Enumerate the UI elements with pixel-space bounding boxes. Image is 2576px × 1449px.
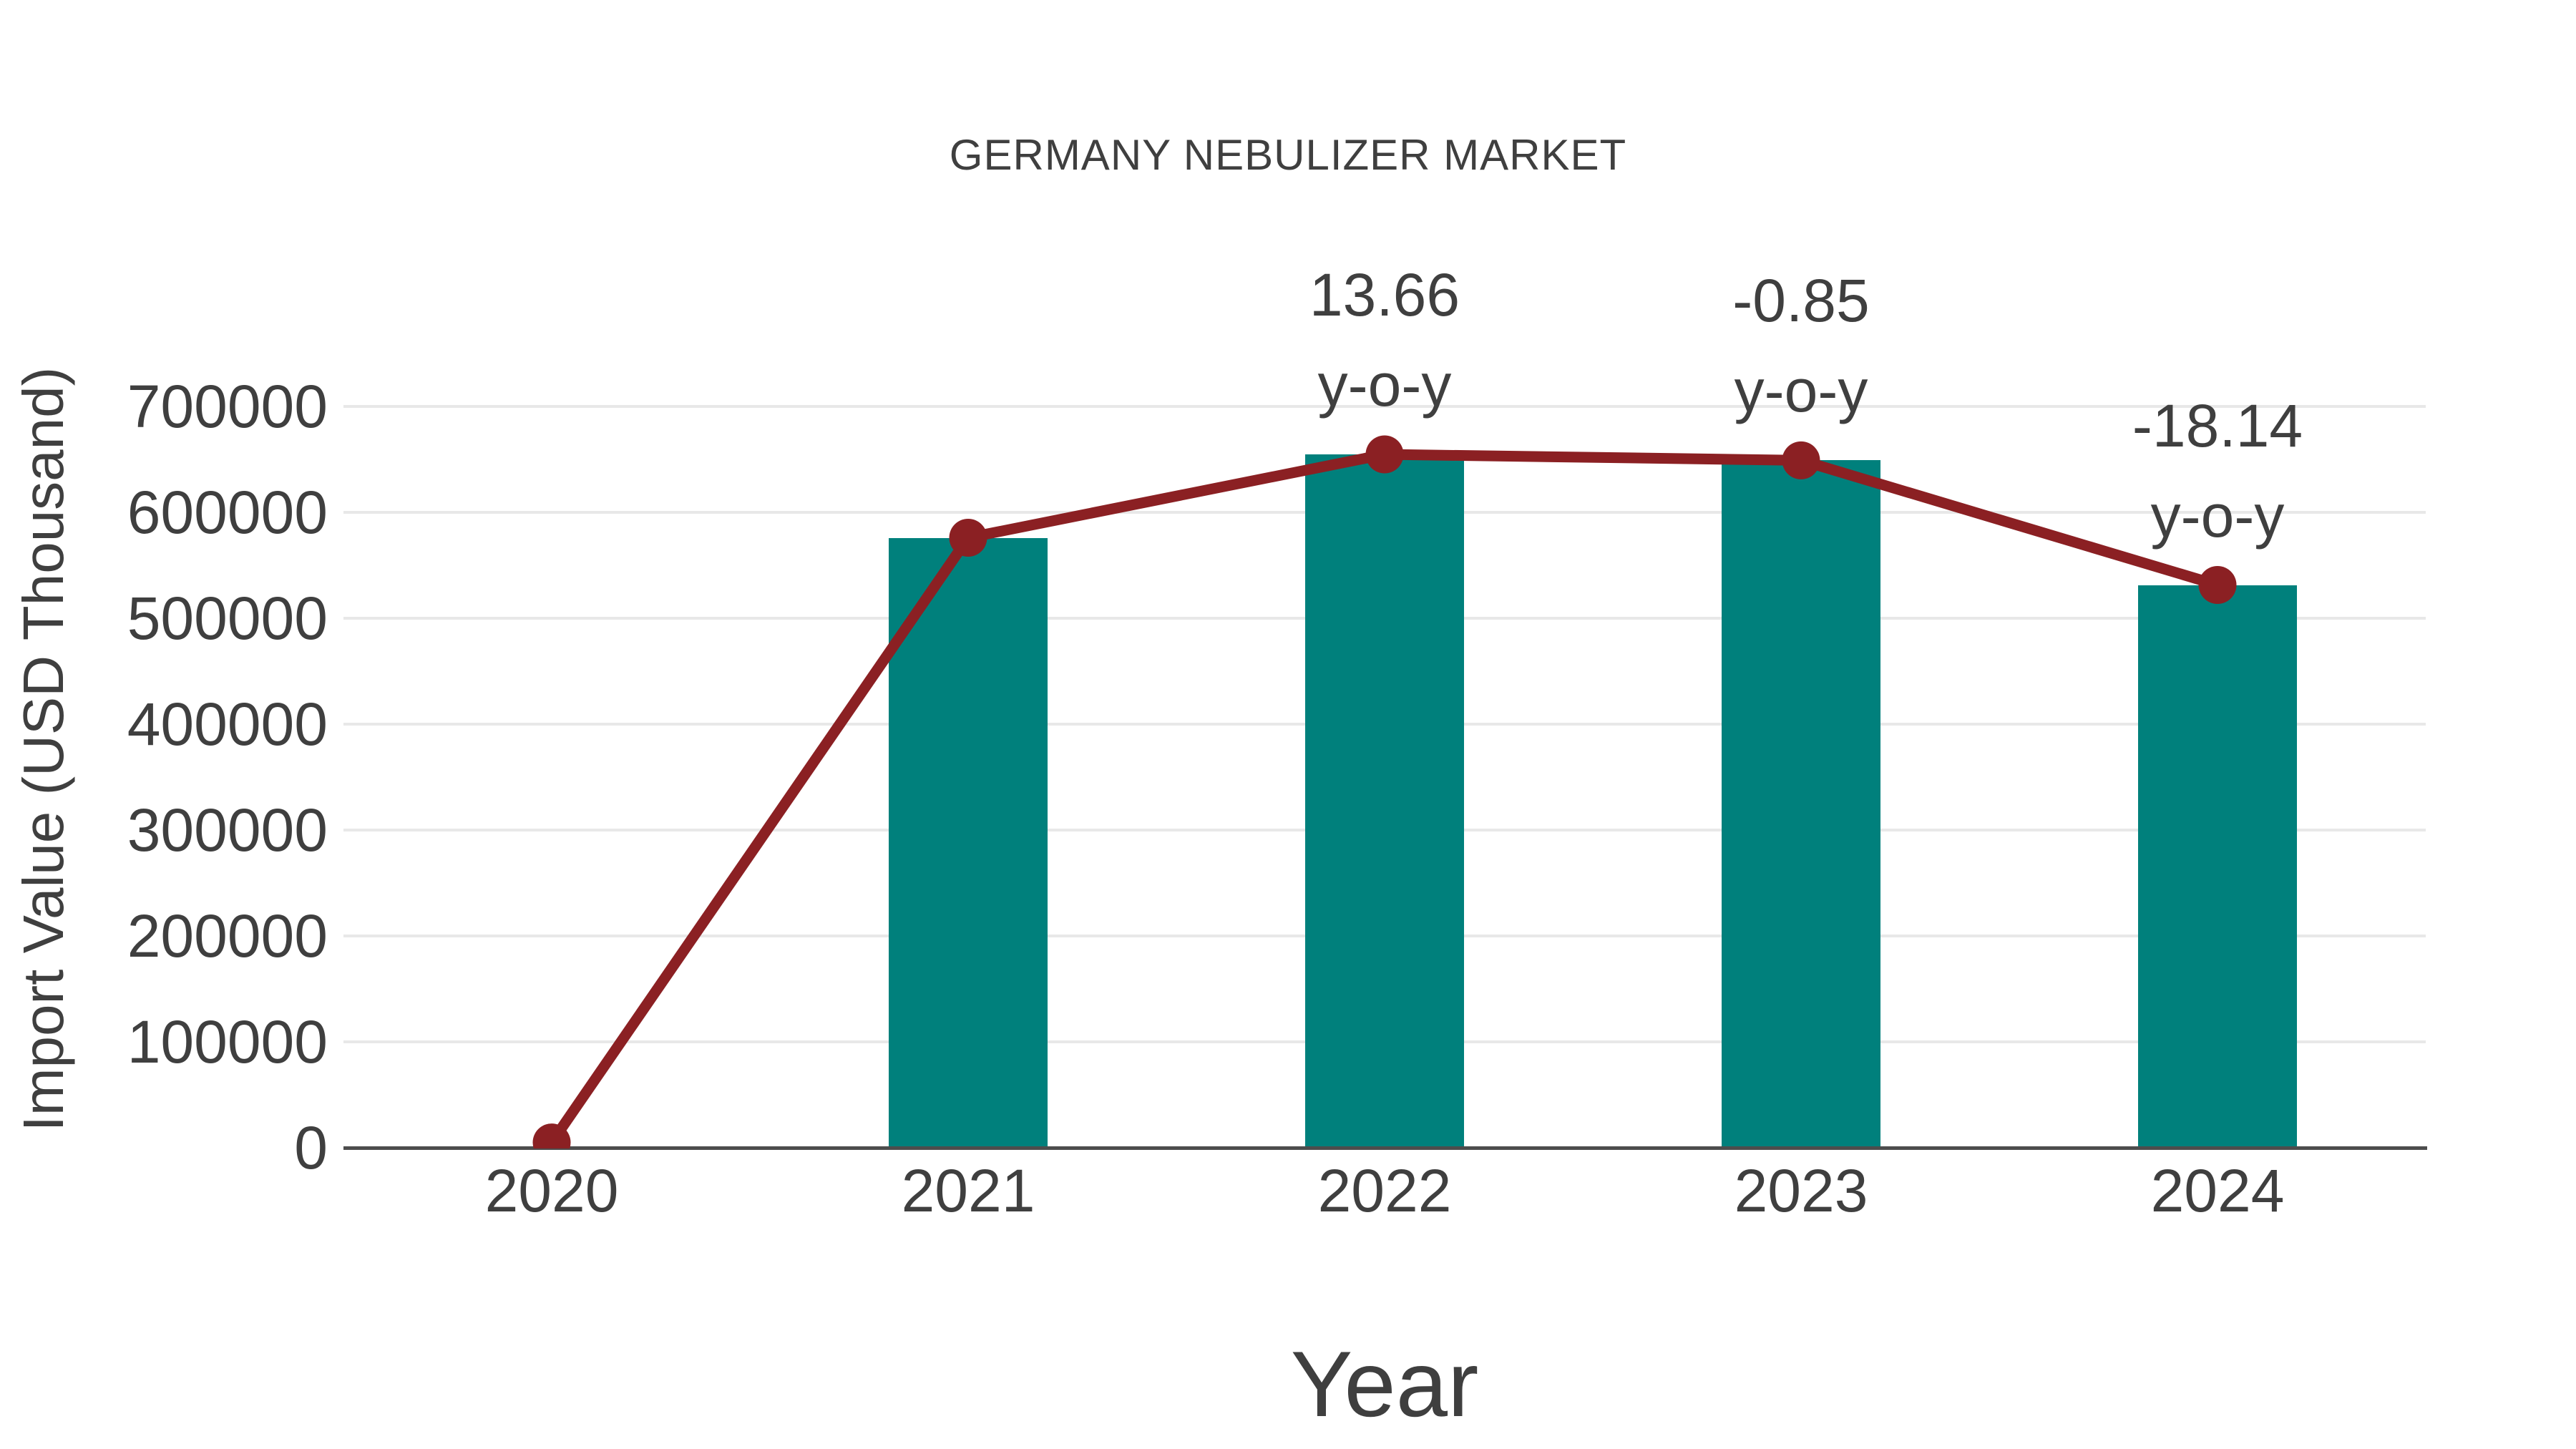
x-axis-line [343,1146,2427,1150]
annotation-suffix: y-o-y [1317,351,1452,419]
bar-2023 [1722,460,1880,1148]
y-tick-label: 0 [294,1114,328,1181]
bar-2021 [889,537,1048,1148]
y-tick-label: 500000 [127,585,328,652]
x-tick-label-2024: 2024 [2150,1157,2285,1224]
data-point-marker-2023 [1782,441,1820,479]
y-tick-label: 600000 [127,479,328,546]
y-tick-label: 400000 [127,691,328,758]
annotation-2022: 13.66 y-o-y [1134,250,1635,430]
x-tick-label-2023: 2023 [1734,1157,1868,1224]
data-point-marker-2021 [949,519,987,557]
x-tick-label-2022: 2022 [1317,1157,1452,1224]
bar-2024 [2138,585,2297,1148]
x-axis-title: Year [1290,1332,1479,1436]
annotation-suffix: y-o-y [1734,357,1868,425]
data-point-marker-2024 [2198,566,2237,605]
x-tick-label-2020: 2020 [484,1157,619,1224]
annotation-2023: -0.85 y-o-y [1551,255,2051,436]
bar-2022 [1305,454,1464,1148]
data-point-marker-2022 [1365,435,1404,474]
y-tick-label: 100000 [127,1008,328,1075]
data-point-marker-2020 [532,1123,571,1148]
x-tick-label-2021: 2021 [901,1157,1035,1224]
annotation-value: -0.85 [1732,267,1870,335]
annotation-2024: -18.14 y-o-y [1967,381,2468,561]
annotation-suffix: y-o-y [2150,482,2285,550]
annotation-value: -18.14 [2132,391,2303,459]
y-tick-label: 200000 [127,902,328,970]
y-tick-label: 700000 [127,373,328,440]
chart-title: GERMANY NEBULIZER MARKET [949,131,1627,179]
annotation-value: 13.66 [1309,261,1460,329]
gridline [343,405,2426,408]
y-tick-label: 300000 [127,796,328,864]
trend-line-layer [532,435,2237,1148]
